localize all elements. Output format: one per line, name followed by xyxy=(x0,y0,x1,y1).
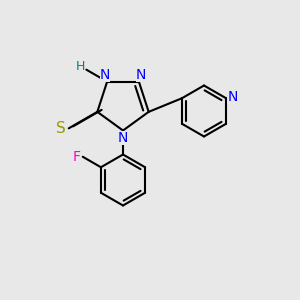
Text: H: H xyxy=(76,60,85,73)
Text: F: F xyxy=(72,150,80,164)
Text: N: N xyxy=(118,131,128,145)
Text: N: N xyxy=(100,68,110,82)
Text: N: N xyxy=(227,90,238,104)
Text: N: N xyxy=(136,68,146,82)
Text: S: S xyxy=(56,121,66,136)
